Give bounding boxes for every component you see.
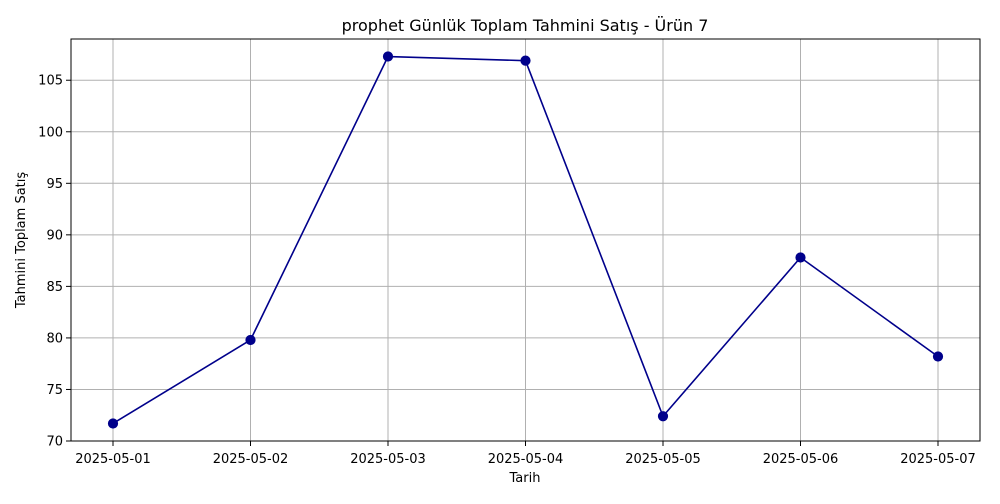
x-axis-label: Tarih — [509, 471, 541, 486]
y-tick-label: 90 — [46, 228, 63, 243]
data-point-marker — [245, 334, 256, 346]
marker-layer — [107, 51, 944, 429]
y-tick-label: 105 — [38, 74, 63, 89]
y-tick-label: 70 — [46, 435, 63, 450]
x-tick-label: 2025-05-06 — [763, 452, 839, 467]
y-axis-label: Tahmini Toplam Satış — [14, 172, 29, 309]
data-point-marker — [107, 418, 119, 429]
data-point-marker — [520, 55, 531, 66]
y-tick-label: 75 — [46, 383, 63, 398]
x-tick-label: 2025-05-04 — [488, 452, 564, 467]
data-point-marker — [382, 51, 394, 62]
y-tick-label: 80 — [46, 331, 63, 346]
data-point-marker — [932, 351, 944, 362]
grid-layer — [71, 39, 980, 442]
y-tick-label: 85 — [46, 280, 63, 295]
y-tick-label: 95 — [46, 177, 63, 192]
x-tick-label: 2025-05-05 — [625, 452, 701, 467]
data-point-marker — [657, 411, 669, 422]
x-tick-label: 2025-05-03 — [350, 452, 426, 467]
x-tick-label: 2025-05-01 — [75, 452, 151, 467]
x-tick-label: 2025-05-07 — [900, 452, 976, 467]
data-point-marker — [795, 252, 806, 263]
y-tick-label: 100 — [38, 125, 63, 140]
tick-layer: 2025-05-01 2025-05-02 2025-05-03 2025-05-04… — [38, 74, 976, 467]
x-tick-label: 2025-05-02 — [213, 452, 289, 467]
chart-title: prophet Günlük Toplam Tahmini Satış - Ür… — [342, 16, 709, 35]
